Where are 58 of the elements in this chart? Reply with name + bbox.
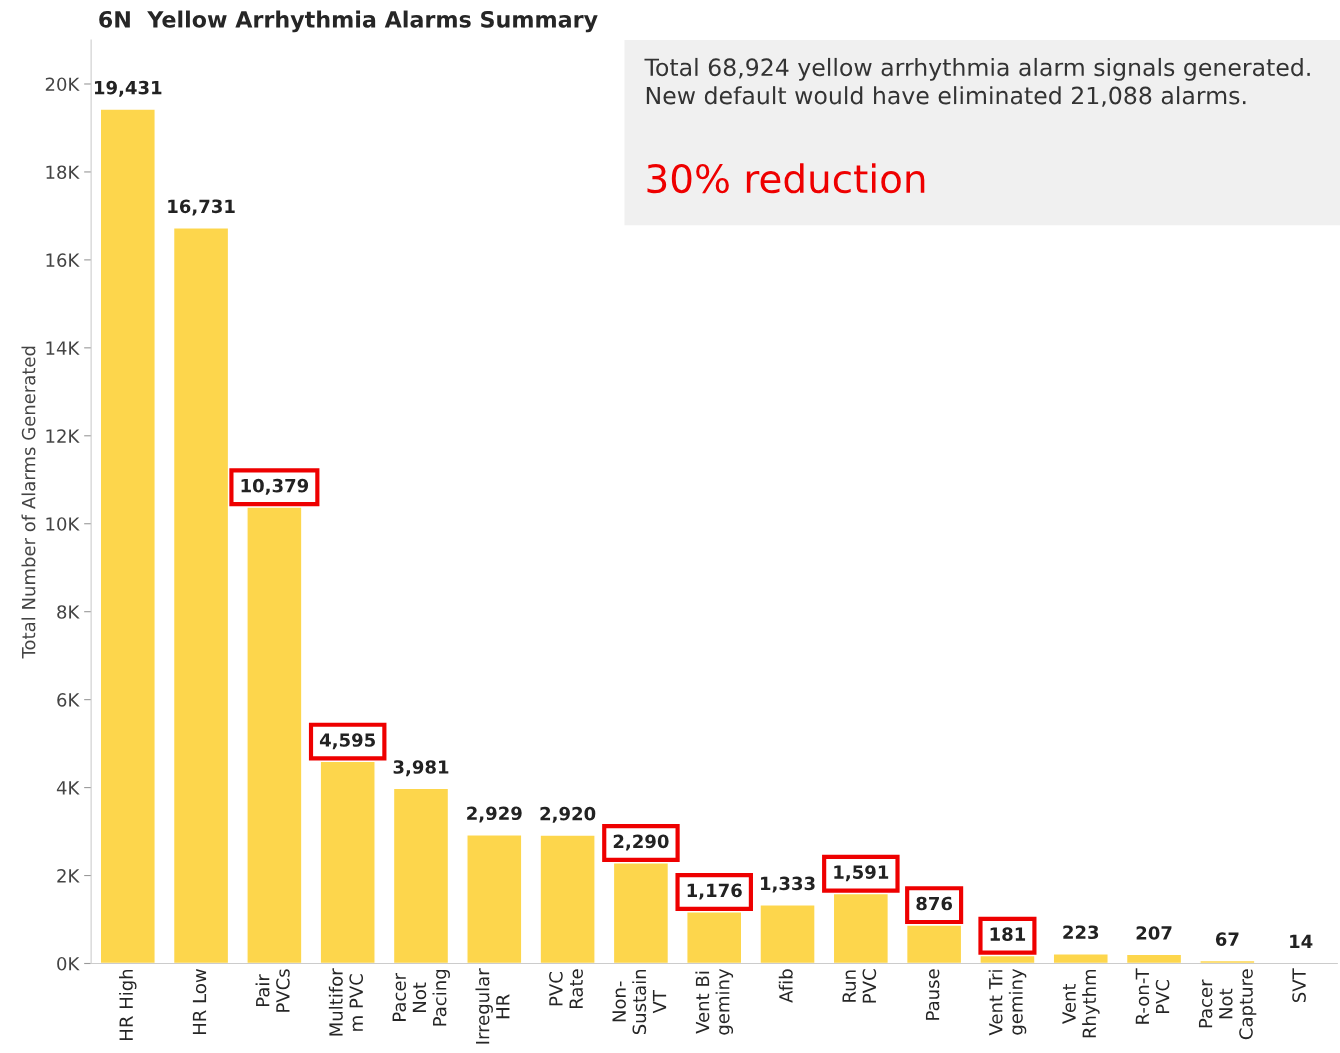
- bar: [172, 227, 230, 964]
- x-tick-label: Vent Bi geminy: [695, 968, 734, 1035]
- y-tick-label: 4K: [56, 781, 80, 795]
- y-tick-label: 18K: [46, 165, 80, 180]
- x-tick-label: Vent Rhythm: [1062, 969, 1100, 1038]
- data-label: 2,929: [467, 806, 522, 823]
- y-tick-label: 0K: [57, 956, 80, 971]
- y-tick-label: 20K: [45, 77, 80, 92]
- data-label: 14: [1290, 934, 1313, 949]
- data-label: 1,333: [761, 876, 815, 893]
- x-tick-label: PVC Rate: [549, 969, 583, 1008]
- x-tick-label: Vent Tri geminy: [988, 968, 1027, 1036]
- x-tick-label: Pause: [925, 969, 940, 1020]
- y-tick-label: 8K: [57, 605, 80, 619]
- x-tick-label: Pair PVCs: [255, 969, 290, 1012]
- data-label: 1,176: [687, 883, 742, 900]
- x-tick-label: HR High: [119, 969, 137, 1040]
- y-tick-label: 16K: [46, 253, 80, 268]
- data-label: 2,290: [613, 834, 669, 851]
- data-label: 207: [1136, 926, 1172, 940]
- data-label: 16,731: [168, 199, 235, 216]
- data-label: 181: [990, 927, 1026, 941]
- y-tick-label: 6K: [57, 693, 80, 707]
- data-label: 4,595: [319, 733, 375, 750]
- y-axis-title: Total Number of Alarms Generated: [21, 346, 36, 659]
- bar: [759, 904, 816, 964]
- y-tick-label: 12K: [46, 429, 80, 443]
- x-tick-label: Pacer Not Capture: [1198, 969, 1257, 1040]
- data-label: 2,920: [540, 806, 596, 823]
- x-tick-label: SVT: [1292, 968, 1306, 1003]
- x-tick-label: R-on-T PVC: [1135, 968, 1170, 1024]
- bar: [466, 833, 523, 964]
- x-tick-label: Pacer Not Pacing: [392, 970, 450, 1026]
- data-label: 223: [1063, 925, 1099, 940]
- annotation: 30% reduction: [647, 163, 925, 194]
- data-label: 67: [1215, 932, 1239, 946]
- y-tick-label: 14K: [46, 341, 80, 355]
- x-tick-label: HR Low: [192, 969, 207, 1035]
- y-tick-label: 10K: [46, 517, 80, 531]
- bar: [1125, 953, 1183, 964]
- bar: [392, 787, 450, 964]
- bar: [979, 954, 1036, 964]
- data-label: 3,981: [393, 760, 449, 777]
- x-tick-label: Non- Sustain VT: [612, 969, 667, 1035]
- y-tick-label: 2K: [57, 869, 80, 883]
- bar: [1052, 952, 1109, 964]
- bar: [99, 108, 156, 964]
- data-label: 19,431: [94, 80, 162, 97]
- x-tick-label: Afib: [778, 969, 793, 1003]
- data-label: 10,379: [241, 478, 309, 495]
- data-label: 1,591: [834, 865, 889, 882]
- x-tick-label: Run PVC: [842, 969, 877, 1003]
- data-label: 876: [916, 896, 953, 911]
- x-tick-label: Multifor m PVC: [328, 968, 364, 1036]
- annotation: Total 68,924 yellow arrhythmia alarm signals generated. New default would have eliminated 21,088 alarms.: [644, 57, 1310, 107]
- bar: [539, 834, 596, 964]
- chart-title: 6N Yellow Arrhythmia Alarms Summary: [99, 10, 598, 33]
- x-tick-label: Irregular HR: [475, 968, 510, 1044]
